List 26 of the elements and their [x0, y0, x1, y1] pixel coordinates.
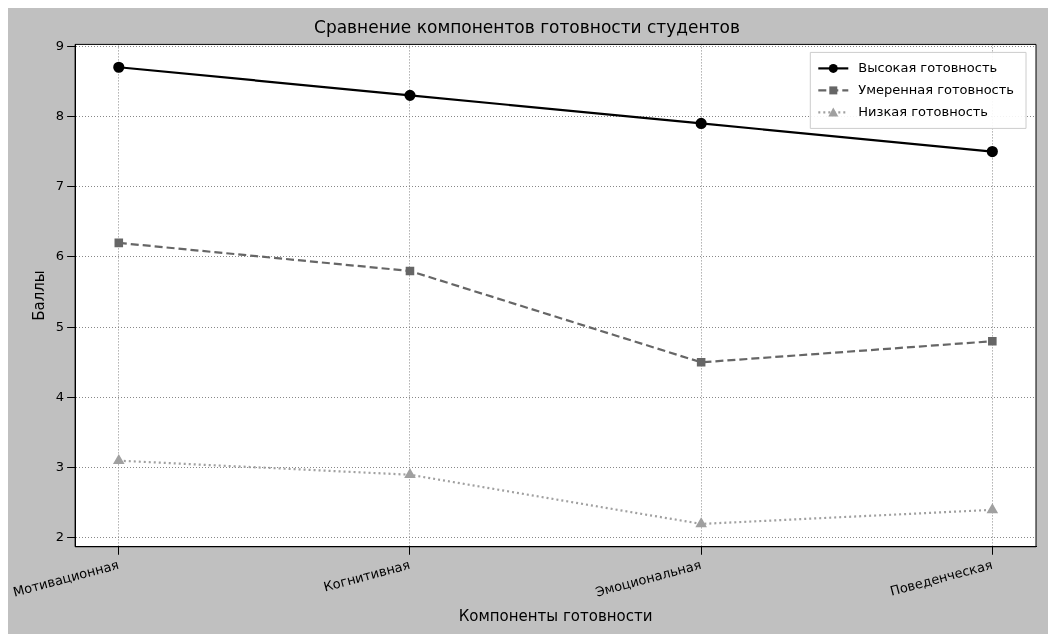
point [113, 61, 125, 73]
y-tick-label: 8 [55, 107, 65, 123]
point [695, 117, 707, 130]
y-axis-title: Баллы [29, 270, 48, 321]
y-tick-label: 6 [55, 248, 65, 264]
y-tick-label: 9 [55, 37, 65, 53]
y-tick-label: 2 [55, 529, 65, 545]
legend-label: Умеренная готовность [858, 81, 1014, 97]
y-tick-label: 4 [55, 388, 65, 404]
point [696, 358, 706, 367]
chart-title: Сравнение компонентов готовности студентов [314, 16, 740, 37]
y-tick-label: 5 [55, 318, 65, 334]
point [986, 145, 998, 158]
point [987, 504, 998, 514]
x-axis-title: Компоненты готовности [458, 606, 653, 625]
point [404, 89, 416, 101]
point [114, 238, 124, 248]
legend-label: Низкая готовность [858, 103, 989, 119]
legend-label: Высокая готовность [858, 59, 998, 75]
point [988, 336, 997, 346]
y-tick-label: 7 [55, 178, 65, 194]
point [404, 469, 415, 479]
point [113, 455, 124, 465]
point [696, 518, 707, 528]
point [405, 266, 415, 276]
y-tick-label: 3 [55, 459, 65, 475]
